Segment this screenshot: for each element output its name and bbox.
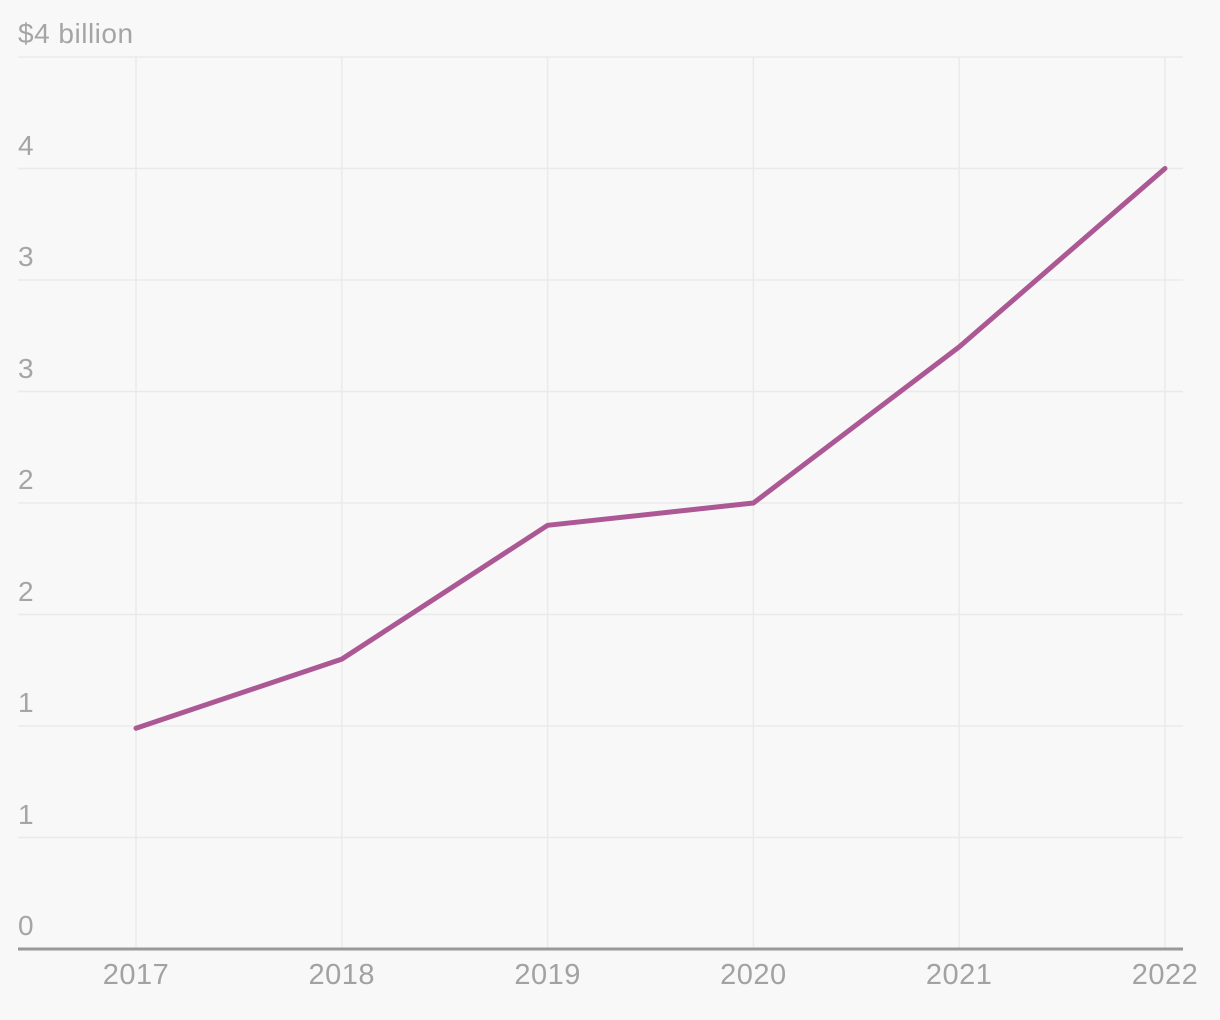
x-tick-label: 2021 [925, 959, 993, 991]
x-tick-label: 2017 [102, 959, 170, 991]
y-tick-label: 4 [18, 129, 35, 161]
y-tick-label: 0 [18, 910, 35, 941]
x-tick-label: 2020 [720, 959, 787, 991]
y-tick-label: 2 [18, 575, 35, 607]
x-tick-label: 2019 [514, 959, 581, 991]
y-tick-label: 3 [18, 241, 35, 272]
x-tick-label: 2018 [308, 959, 376, 991]
y-tick-label: 1 [18, 798, 35, 830]
y-tick-label: 2 [18, 464, 35, 495]
y-tick-label: 3 [18, 352, 35, 384]
data-line [133, 166, 1168, 731]
x-tick-label: 2022 [1131, 959, 1199, 991]
y-tick-label: 1 [18, 687, 35, 718]
y-tick-label: $4 billion [18, 18, 134, 49]
gridlines-horizontal [18, 56, 1183, 839]
